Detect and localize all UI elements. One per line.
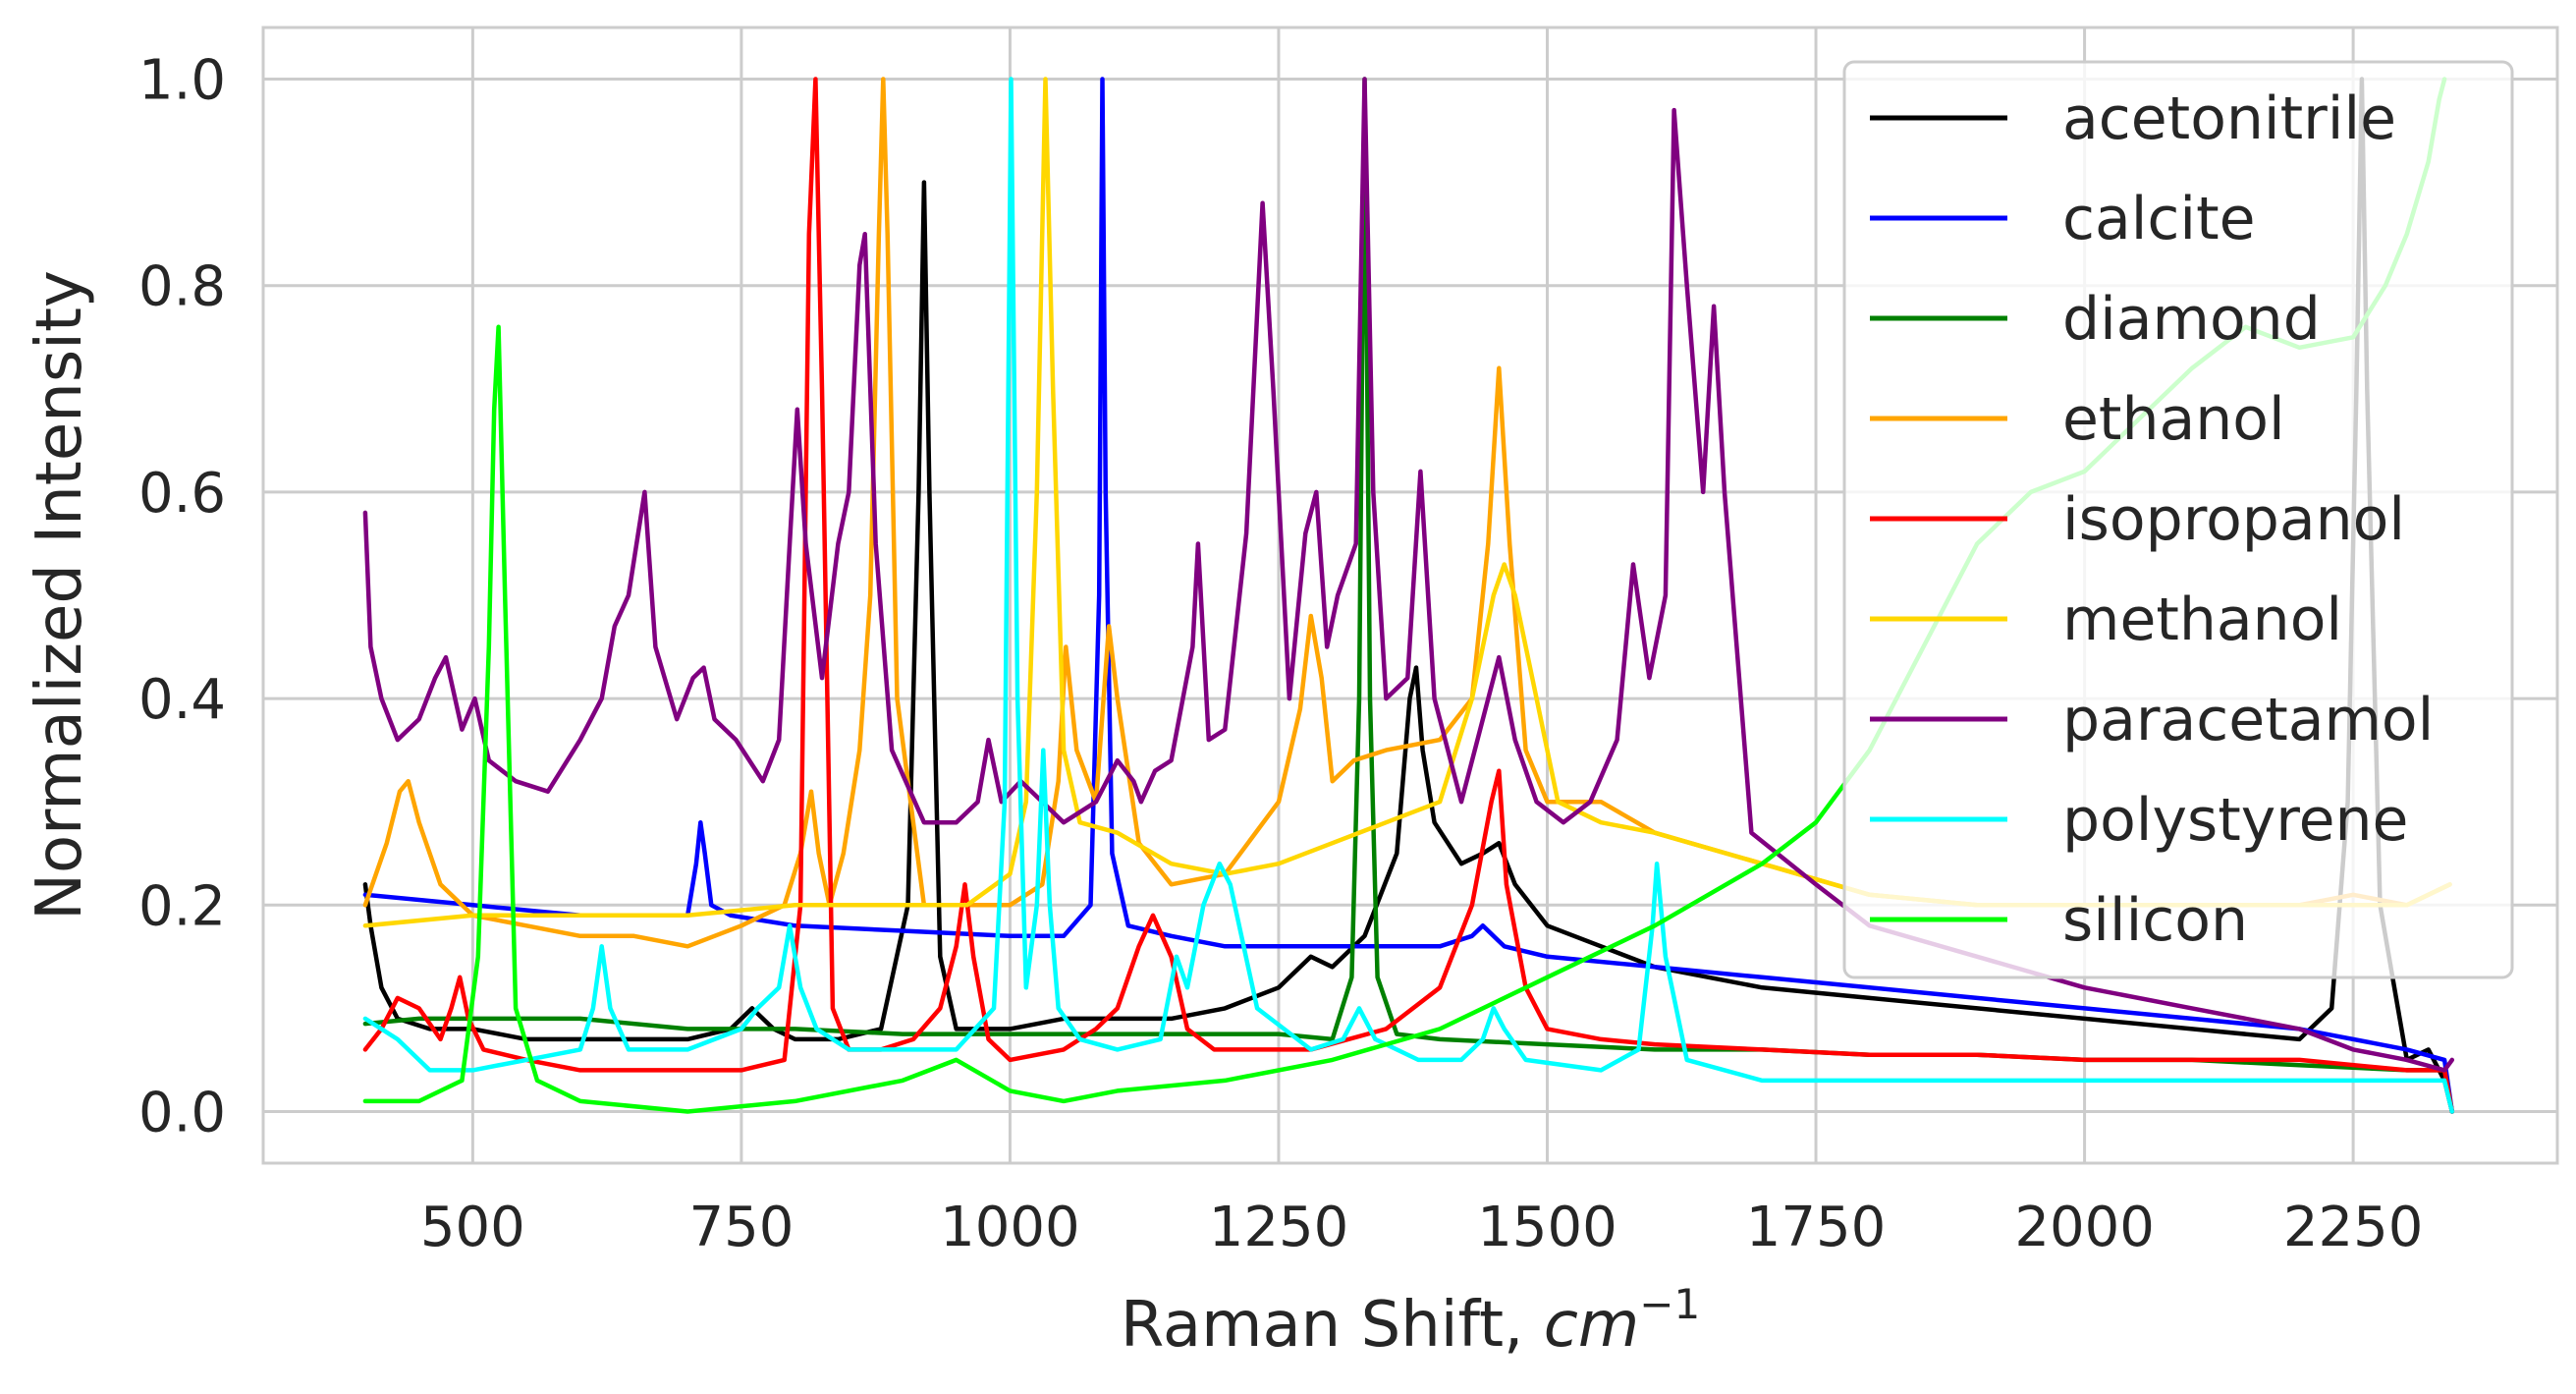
y-tick-label: 0.4 — [138, 668, 226, 732]
legend-label-diamond: diamond — [2062, 285, 2321, 354]
y-tick-label: 0.0 — [138, 1081, 226, 1144]
y-tick-label: 0.6 — [138, 462, 226, 526]
legend-label-methanol: methanol — [2062, 585, 2342, 654]
legend-label-isopropanol: isopropanol — [2062, 485, 2405, 554]
legend-label-paracetamol: paracetamol — [2062, 686, 2434, 754]
x-axis-label-text: Raman Shift, — [1121, 1289, 1544, 1362]
legend: acetonitrile calcite diamond ethanol isoprop… — [1842, 60, 2514, 979]
series-line-isopropanol — [362, 77, 2455, 1114]
y-tick-label: 1.0 — [138, 49, 226, 113]
series-line-calcite — [362, 77, 2455, 1114]
x-tick-label: 2250 — [2283, 1196, 2424, 1259]
x-tick-label: 1250 — [1209, 1196, 1349, 1259]
x-tick-labels: 500 750 1000 1250 1500 1750 2000 2250 — [420, 1196, 2423, 1259]
legend-box — [1842, 60, 2514, 979]
series-line-paracetamol — [362, 77, 2455, 1073]
y-tick-label: 0.2 — [138, 874, 226, 938]
y-axis-label: Normalized Intensity — [24, 270, 96, 920]
x-tick-label: 1000 — [940, 1196, 1080, 1259]
x-tick-label: 500 — [420, 1196, 525, 1259]
x-axis-label: Raman Shift, cm−1 — [1121, 1280, 1700, 1362]
y-tick-labels: 0.0 0.2 0.4 0.6 0.8 1.0 — [138, 49, 226, 1145]
legend-label-ethanol: ethanol — [2062, 385, 2285, 454]
series-line-polystyrene — [362, 77, 2455, 1114]
x-tick-label: 1500 — [1477, 1196, 1617, 1259]
y-tick-label: 0.8 — [138, 255, 226, 319]
x-tick-label: 1750 — [1746, 1196, 1887, 1259]
x-tick-label: 2000 — [2014, 1196, 2155, 1259]
x-axis-label-exponent: −1 — [1639, 1280, 1700, 1328]
legend-label-silicon: silicon — [2062, 886, 2248, 955]
x-tick-label: 750 — [688, 1196, 794, 1259]
legend-label-calcite: calcite — [2062, 185, 2256, 253]
x-axis-label-unit: cm — [1544, 1289, 1640, 1362]
legend-label-polystyrene: polystyrene — [2062, 786, 2408, 855]
plot-frame — [261, 26, 2559, 1165]
legend-label-acetonitrile: acetonitrile — [2062, 84, 2396, 153]
